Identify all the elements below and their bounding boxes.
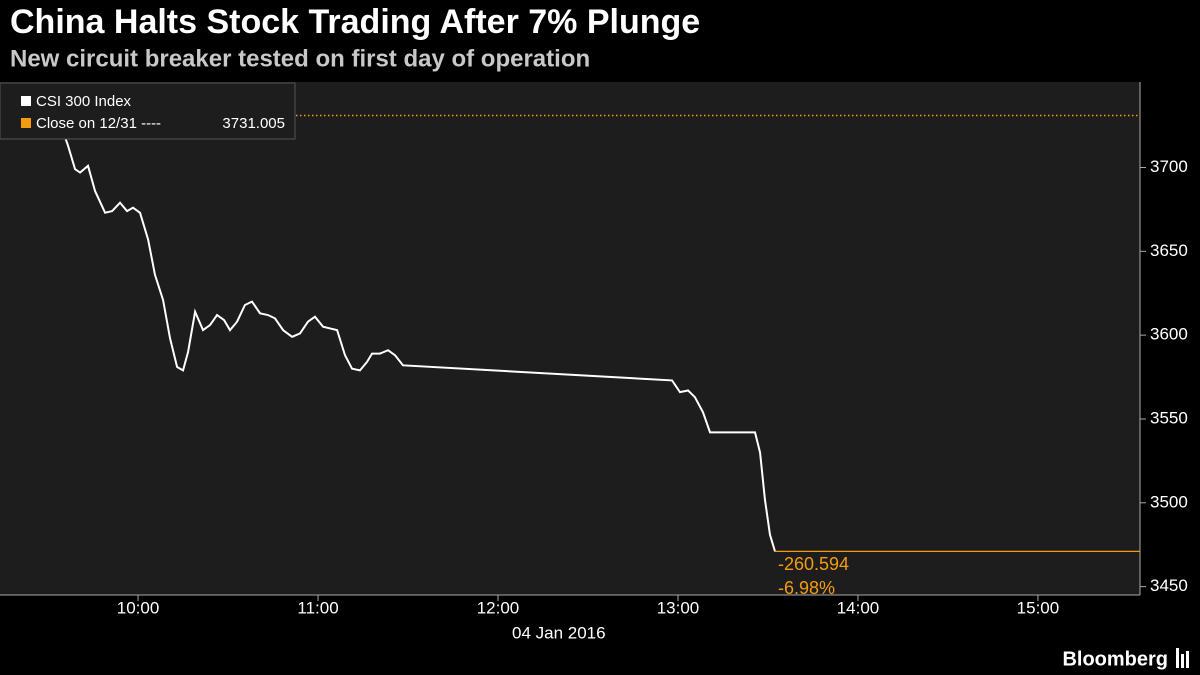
plot-content: -260.594 -6.98% <box>0 114 1140 598</box>
series-line <box>9 117 776 552</box>
chart-subtitle: New circuit breaker tested on first day … <box>10 45 590 72</box>
y-tick-label: 3700 <box>1150 157 1188 176</box>
change-label: -260.594 <box>778 554 849 574</box>
y-tick-label: 3500 <box>1150 492 1188 511</box>
x-tick-label: 10:00 <box>117 598 160 617</box>
source: Bloomberg <box>1062 648 1168 670</box>
legend-label: Close on 12/31 ---- <box>36 115 161 132</box>
y-tick-label: 3650 <box>1150 241 1188 260</box>
y-tick-label: 3450 <box>1150 576 1188 595</box>
x-tick-label: 14:00 <box>837 598 880 617</box>
x-tick-label: 12:00 <box>477 598 520 617</box>
source-logo <box>1176 648 1189 668</box>
x-tick-label: 11:00 <box>297 598 338 617</box>
chart-title: China Halts Stock Trading After 7% Plung… <box>10 3 700 41</box>
y-tick-label: 3600 <box>1150 325 1188 344</box>
y-tick-label: 3550 <box>1150 408 1188 427</box>
x-tick-label: 13:00 <box>657 598 700 617</box>
legend-box <box>0 82 296 140</box>
change-pct-label: -6.98% <box>778 578 835 598</box>
x-axis-label: 04 Jan 2016 <box>512 623 606 642</box>
legend-swatch <box>21 118 31 128</box>
legend-value: 3731.005 <box>222 115 285 132</box>
legend-swatch <box>21 96 31 106</box>
legend-label: CSI 300 Index <box>36 93 132 110</box>
x-tick-label: 15:00 <box>1017 598 1060 617</box>
